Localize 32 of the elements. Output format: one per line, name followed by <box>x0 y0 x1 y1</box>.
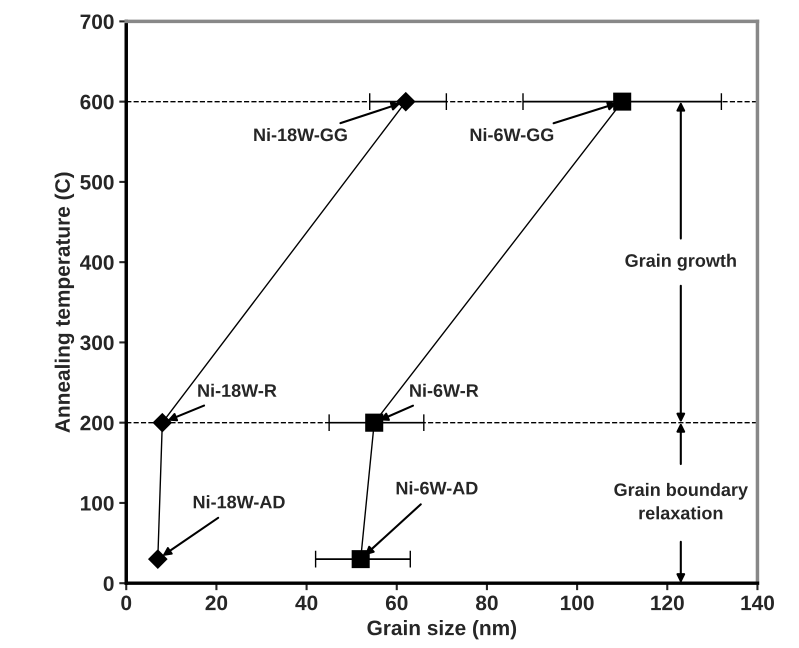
annotation: Ni-6W-AD <box>396 481 478 495</box>
point <box>152 413 172 432</box>
annotation: Ni-18W-R <box>198 384 277 397</box>
annotation: Ni-18W-AD <box>194 495 285 508</box>
point <box>365 414 384 432</box>
y-tick-label: 700 <box>80 14 114 30</box>
annotation: Grain growth <box>625 254 736 271</box>
point <box>613 92 632 111</box>
point <box>396 92 416 112</box>
x-tick-label: 40 <box>295 596 318 610</box>
point <box>148 550 168 569</box>
x-tick-label: 60 <box>386 596 408 610</box>
annotation: Ni-6W-GG <box>470 128 554 142</box>
x-tick-label: 80 <box>476 596 498 610</box>
y-tick-label: 300 <box>80 335 114 350</box>
x-tick-label: 0 <box>121 596 132 610</box>
x-tick-label: 100 <box>561 596 594 610</box>
annotation: Grain boundary relaxation <box>614 482 748 520</box>
y-tick-label: 500 <box>80 174 114 190</box>
x-axis-title: Grain size (nm) <box>367 620 516 640</box>
x-tick-label: 140 <box>741 596 774 610</box>
y-tick-label: 200 <box>80 416 114 430</box>
y-tick-label: 400 <box>80 255 114 270</box>
y-tick-label: 100 <box>80 496 114 511</box>
y-tick-label: 0 <box>104 576 114 591</box>
annotation: Ni-18W-GG <box>254 128 347 142</box>
point <box>352 550 370 568</box>
y-tick-label: 600 <box>80 94 114 110</box>
x-tick-label: 120 <box>651 596 684 610</box>
annotation: Ni-6W-R <box>410 384 478 397</box>
y-axis-title: Annealing temperature (C) <box>54 172 74 433</box>
x-tick-label: 20 <box>206 596 228 610</box>
